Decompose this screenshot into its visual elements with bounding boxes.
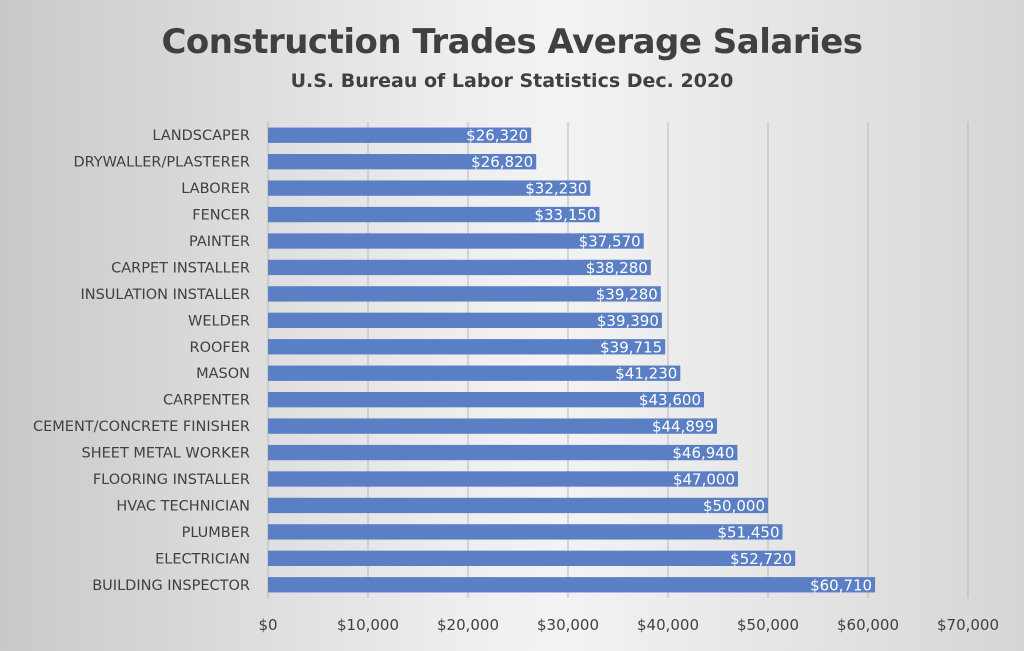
- data-label: $39,715: [600, 338, 662, 356]
- data-label: $26,320: [466, 127, 528, 145]
- data-label: $41,230: [615, 365, 677, 383]
- data-label: $32,230: [525, 180, 587, 198]
- bar: [268, 286, 661, 302]
- category-label: PLUMBER: [182, 525, 250, 541]
- bar: [268, 127, 532, 143]
- chart-subtitle: U.S. Bureau of Labor Statistics Dec. 202…: [290, 70, 734, 92]
- bar: [268, 391, 704, 408]
- category-label: FLOORING INSTALLER: [93, 472, 250, 488]
- bar: [268, 180, 591, 196]
- bar: [268, 153, 537, 170]
- x-tick-label: $20,000: [437, 616, 499, 634]
- data-label: $47,000: [673, 471, 735, 489]
- bar: [268, 206, 600, 223]
- bar: [268, 550, 796, 567]
- x-tick-label: $50,000: [737, 616, 799, 634]
- category-label: PAINTER: [189, 234, 250, 250]
- bar: [268, 233, 644, 249]
- chart-title: Construction Trades Average Salaries: [161, 22, 863, 62]
- bar: [268, 418, 717, 434]
- x-tick-label: $40,000: [637, 616, 699, 634]
- category-label: CARPET INSTALLER: [111, 260, 250, 276]
- category-label: MASON: [196, 366, 250, 382]
- bar: [268, 259, 651, 276]
- category-label: ELECTRICIAN: [155, 551, 250, 567]
- data-label: $26,820: [471, 153, 533, 171]
- category-label: BUILDING INSPECTOR: [92, 578, 250, 594]
- bar: [268, 312, 662, 329]
- data-label: $52,720: [730, 550, 792, 568]
- bar: [268, 577, 876, 593]
- bar: [268, 444, 738, 461]
- category-label: CARPENTER: [163, 393, 250, 409]
- data-label: $38,280: [586, 259, 648, 277]
- bar: [268, 339, 666, 355]
- category-label: ROOFER: [190, 340, 250, 356]
- data-label: $37,570: [579, 233, 641, 251]
- data-label: $44,899: [652, 418, 714, 436]
- data-label: $43,600: [639, 391, 701, 409]
- bar: [268, 471, 738, 487]
- x-tick-label: $70,000: [937, 616, 999, 634]
- category-label: SHEET METAL WORKER: [82, 446, 250, 462]
- category-label: DRYWALLER/PLASTERER: [73, 155, 250, 171]
- x-tick-label: $10,000: [337, 616, 399, 634]
- data-label: $50,000: [703, 497, 765, 515]
- x-tick-label: $0: [258, 616, 277, 634]
- category-label: LANDSCAPER: [152, 128, 250, 144]
- category-label: CEMENT/CONCRETE FINISHER: [33, 419, 250, 435]
- data-label: $33,150: [534, 206, 596, 224]
- data-label: $51,450: [717, 523, 779, 541]
- data-label: $46,940: [672, 444, 734, 462]
- x-tick-label: $30,000: [537, 616, 599, 634]
- category-label: HVAC TECHNICIAN: [116, 498, 250, 514]
- data-label: $60,710: [810, 576, 872, 594]
- category-label: INSULATION INSTALLER: [80, 287, 250, 303]
- category-label: FENCER: [192, 208, 250, 224]
- data-label: $39,280: [596, 285, 658, 303]
- bar: [268, 524, 783, 540]
- bar: [268, 497, 768, 514]
- bar: [268, 365, 681, 381]
- data-label: $39,390: [597, 312, 659, 330]
- x-tick-label: $60,000: [837, 616, 899, 634]
- category-label: LABORER: [181, 181, 250, 197]
- category-label: WELDER: [188, 313, 250, 329]
